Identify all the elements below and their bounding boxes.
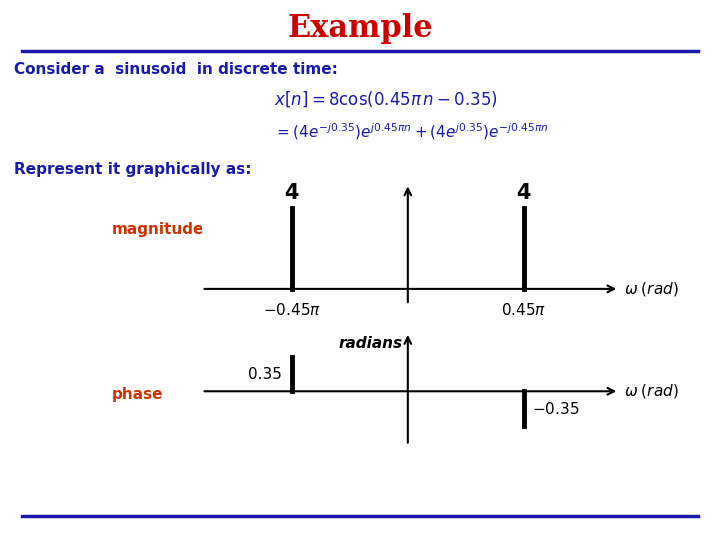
Text: $0.45\pi$: $0.45\pi$ — [501, 302, 546, 318]
Text: phase: phase — [112, 387, 163, 402]
Text: $\omega\;(rad)$: $\omega\;(rad)$ — [624, 382, 679, 400]
Text: 4: 4 — [516, 183, 531, 203]
Text: $=\left(4e^{-j0.35}\right)e^{j0.45\pi n}+\left(4e^{j0.35}\right)e^{-j0.45\pi n}$: $=\left(4e^{-j0.35}\right)e^{j0.45\pi n}… — [274, 122, 549, 142]
Text: $x[n]=8\cos(0.45\pi\,n-0.35)$: $x[n]=8\cos(0.45\pi\,n-0.35)$ — [274, 89, 498, 109]
Text: Represent it graphically as:: Represent it graphically as: — [14, 162, 252, 177]
Text: $-0.35$: $-0.35$ — [531, 401, 579, 416]
Text: Consider a  sinusoid  in discrete time:: Consider a sinusoid in discrete time: — [14, 62, 338, 77]
Text: Example: Example — [287, 14, 433, 44]
Text: $\omega\;(rad)$: $\omega\;(rad)$ — [624, 280, 679, 298]
Text: 0.35: 0.35 — [248, 367, 282, 381]
Text: radians: radians — [338, 335, 402, 350]
Text: $-0.45\pi$: $-0.45\pi$ — [263, 302, 321, 318]
Text: 4: 4 — [284, 183, 299, 203]
Text: magnitude: magnitude — [112, 222, 204, 237]
